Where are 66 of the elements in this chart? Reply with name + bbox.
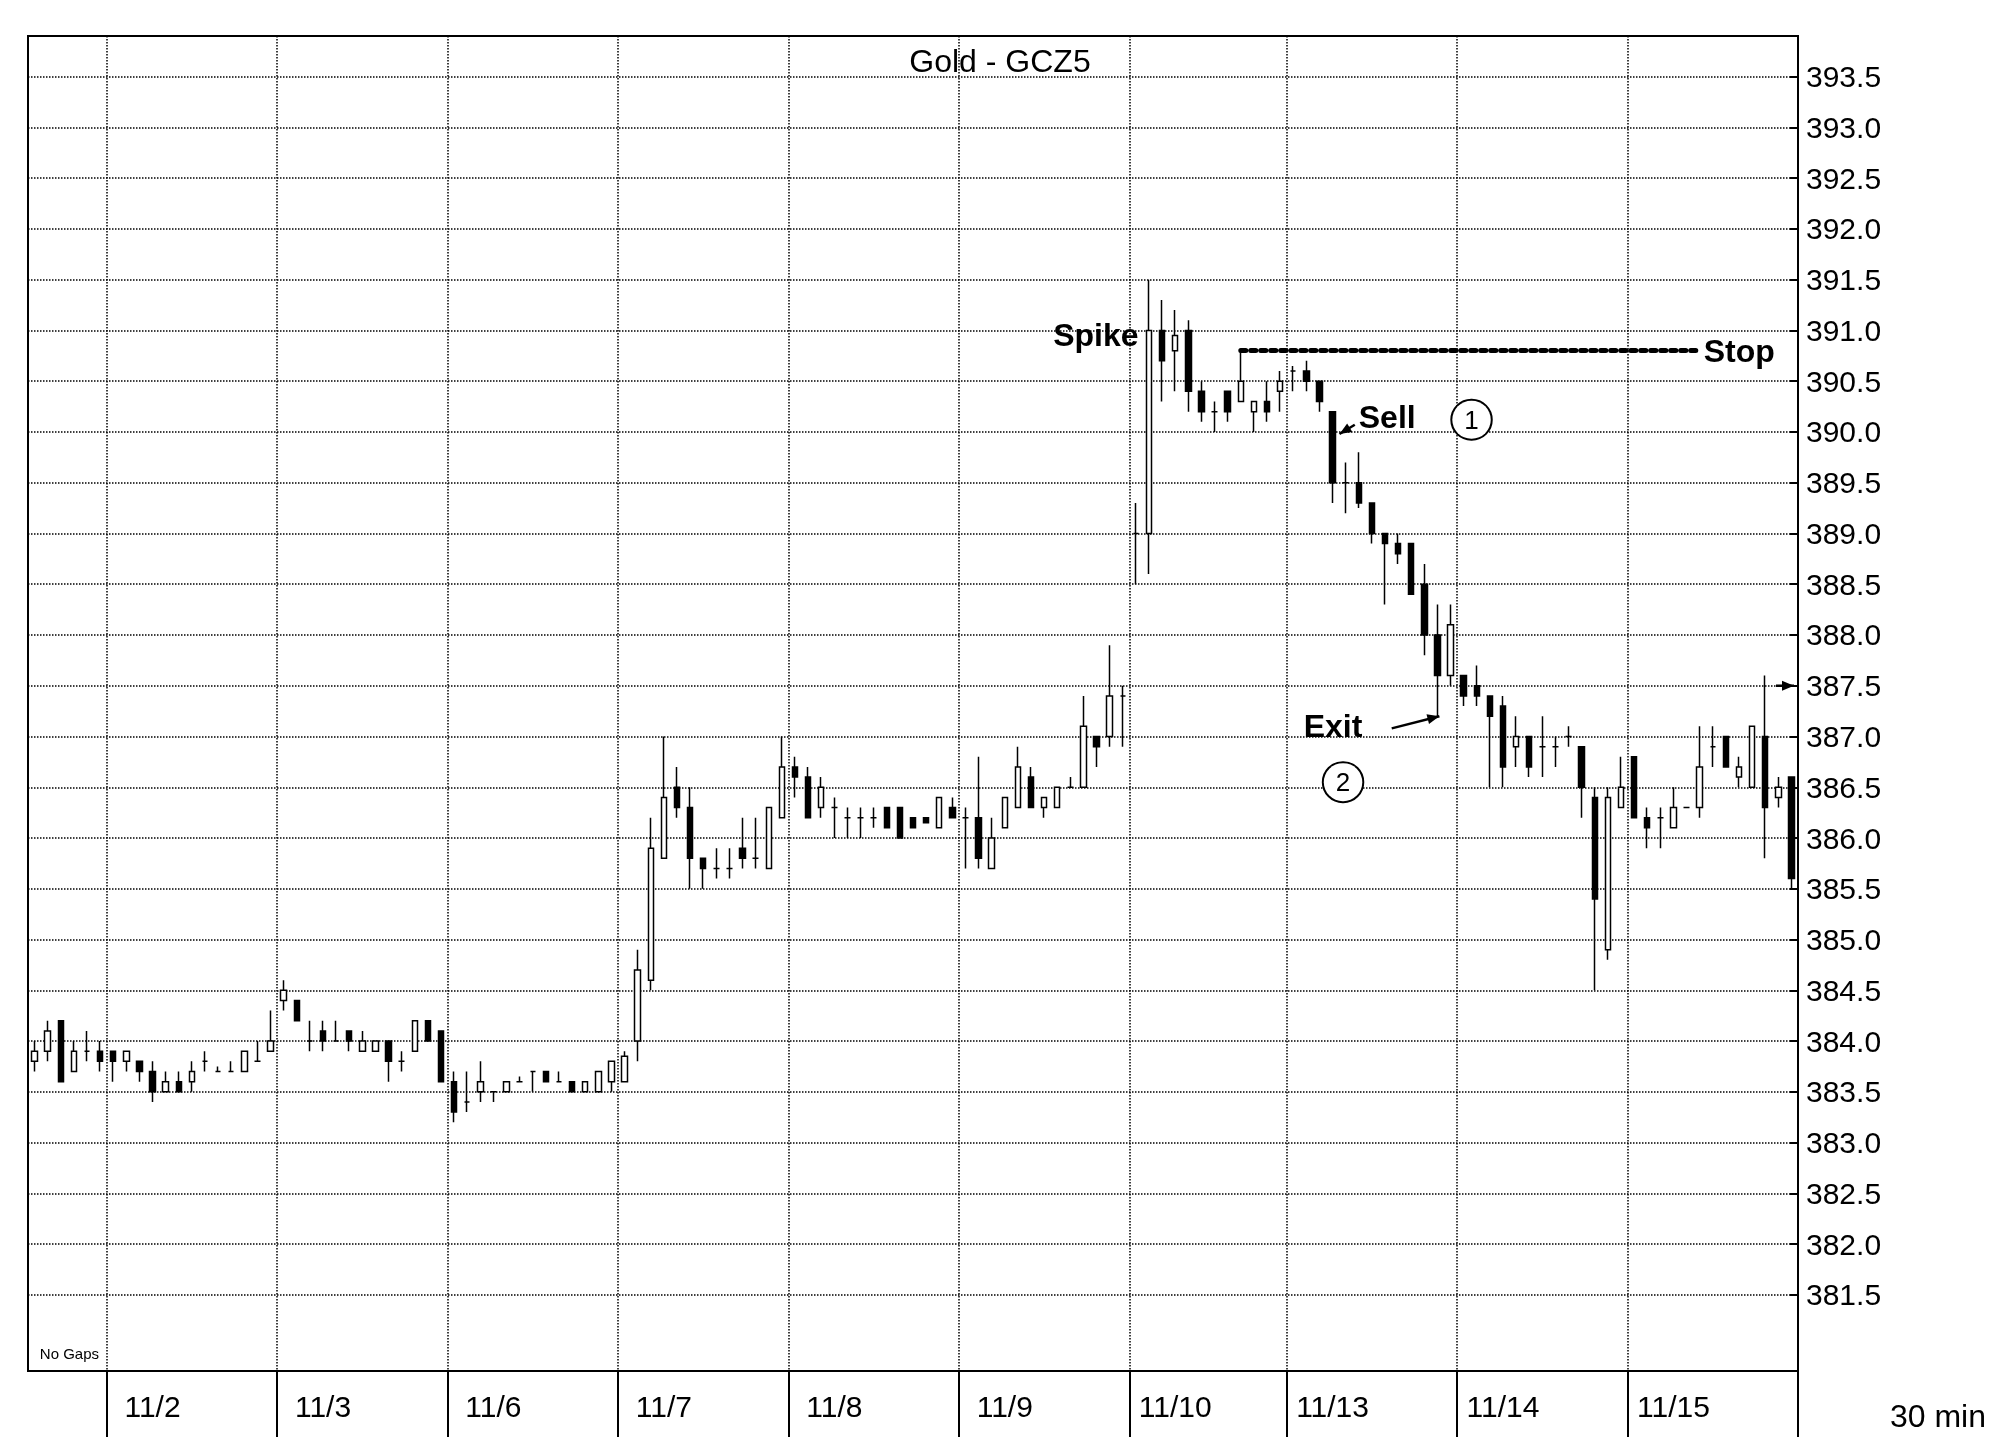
y-tick-label: 388.0	[1806, 618, 1882, 652]
candlestick	[883, 806, 891, 829]
candlestick	[555, 1070, 563, 1083]
annotation: 2	[1335, 767, 1351, 798]
x-tick-label: 11/2	[124, 1389, 181, 1423]
annotation: Exit	[1303, 708, 1363, 745]
candlestick	[869, 806, 878, 829]
annotation: Sell	[1358, 398, 1416, 435]
candlestick	[201, 1050, 209, 1073]
candlestick	[227, 1060, 235, 1073]
candlestick	[240, 1050, 249, 1073]
ref-line-label: Stop	[1703, 332, 1775, 369]
candlestick	[1040, 796, 1048, 819]
x-tick-label: 11/13	[1296, 1389, 1369, 1423]
y-tick-label: 382.0	[1806, 1227, 1882, 1261]
y-tick-label: 386.0	[1806, 821, 1882, 855]
candlestick	[620, 1050, 629, 1083]
annotation: 1	[1464, 404, 1479, 435]
candlestick	[135, 1060, 144, 1083]
candlestick	[909, 816, 917, 829]
y-tick-label: 392.0	[1806, 212, 1882, 246]
text: 30 min	[1889, 1398, 1986, 1434]
annotation: No Gaps	[39, 1345, 99, 1363]
y-tick-label: 384.0	[1806, 1024, 1882, 1058]
y-tick-label: 385.5	[1806, 872, 1882, 906]
x-tick-label: 11/8	[806, 1389, 863, 1423]
x-tick-label: 11/10	[1138, 1389, 1212, 1423]
y-tick-label: 393.5	[1806, 60, 1882, 94]
candlestick	[1223, 390, 1232, 423]
candlestick	[397, 1050, 406, 1073]
x-tick-label: 11/9	[976, 1389, 1033, 1423]
x-tick-label: 11/6	[465, 1389, 522, 1423]
candlestick	[935, 796, 943, 829]
chart-title: Gold - GCZ5	[909, 43, 1091, 79]
candlestick	[1001, 796, 1009, 829]
candlestick	[542, 1070, 550, 1083]
candlestick	[293, 999, 301, 1022]
y-tick-label: 390.5	[1806, 364, 1882, 398]
y-tick-label: 390.0	[1806, 415, 1882, 449]
x-tick-label: 11/15	[1637, 1389, 1710, 1423]
candlestick	[922, 816, 930, 824]
y-tick-label: 387.0	[1806, 719, 1882, 753]
y-tick-label: 393.0	[1806, 110, 1882, 144]
y-tick-label: 382.5	[1806, 1176, 1882, 1210]
x-tick-label: 11/7	[635, 1389, 692, 1423]
candlestick	[122, 1050, 131, 1073]
y-tick-label: 392.5	[1806, 161, 1882, 195]
y-tick-label: 381.5	[1806, 1278, 1882, 1312]
y-tick-label: 386.5	[1806, 770, 1882, 804]
y-tick-label: 391.0	[1806, 313, 1882, 347]
y-tick-label: 389.5	[1806, 466, 1882, 500]
candlestick	[712, 847, 721, 880]
candlestick	[725, 847, 734, 880]
y-tick-label: 387.5	[1806, 669, 1882, 703]
candlestick	[948, 796, 957, 819]
y-tick-label: 388.5	[1806, 567, 1882, 601]
y-tick-label: 391.5	[1806, 263, 1882, 297]
y-tick-label: 389.0	[1806, 516, 1882, 550]
y-tick-label: 385.0	[1806, 923, 1882, 957]
x-tick-label: 11/14	[1466, 1389, 1540, 1423]
y-tick-label: 383.0	[1806, 1126, 1882, 1160]
candlestick	[109, 1050, 117, 1083]
annotation: Spike	[1053, 317, 1139, 354]
y-tick-label: 383.5	[1806, 1075, 1882, 1109]
y-tick-label: 384.5	[1806, 973, 1882, 1007]
x-tick-label: 11/3	[294, 1389, 352, 1423]
